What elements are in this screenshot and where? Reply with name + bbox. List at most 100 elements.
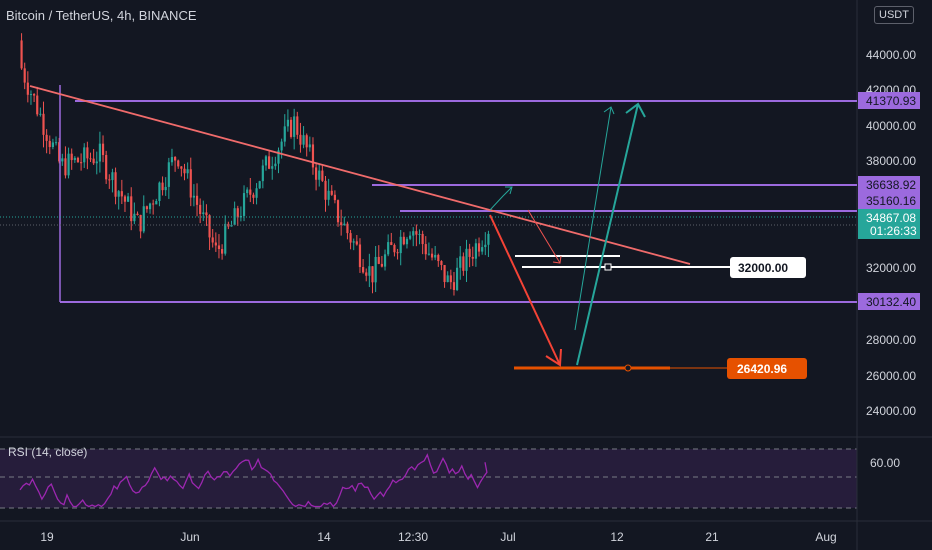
candle-body [355,241,358,245]
time-label: Jul [500,530,515,544]
candle-body [296,116,299,135]
price-tag-36638-text: 36638.92 [866,178,916,192]
candle-body [258,181,261,189]
candle-body [443,265,446,283]
candle-body [415,231,418,235]
candle-body [33,94,36,96]
candle-body [358,244,362,268]
candle-body [380,263,383,267]
candle-body [180,166,183,169]
candle-body [64,158,67,176]
candle-body [311,144,315,168]
candle-body [105,155,108,180]
candle-body [440,261,443,266]
rsi-line [19,453,488,508]
candle-body [424,244,427,255]
candle-body [484,244,487,248]
target-handle[interactable] [624,364,632,372]
candle-body [286,119,289,127]
candle-body [217,245,221,250]
candle-body [456,267,459,290]
candle-body [249,189,252,195]
candle-body [189,169,192,198]
candle-body [330,190,333,195]
candle-body [195,195,199,205]
candle-body [289,119,293,137]
price-axis[interactable]: 44000.00 42000.00 40000.00 38000.00 3200… [866,48,916,470]
candle-body [387,242,390,255]
rsi-legend[interactable]: RSI (14, close) [8,445,88,459]
small-breakout-arrowhead [505,186,513,195]
price-tag-30132-text: 30132.40 [866,295,916,309]
candle-body [318,170,321,180]
time-label: 12 [610,530,624,544]
candle-body [205,212,208,216]
candle-body [152,203,155,205]
candle-body [29,94,33,96]
label-26420-text: 26420.96 [737,362,787,376]
candle-body [283,126,286,142]
candle-body [487,233,490,245]
candle-body [45,134,48,141]
candle-body [89,158,92,160]
candle-body [73,157,76,161]
candle-body [164,186,167,191]
candle-body [327,190,330,200]
candle-body [174,157,177,161]
bullish-projection-arrow[interactable] [576,103,639,366]
label-32000-box[interactable] [730,257,806,278]
candle-body [333,194,336,201]
time-axis[interactable]: 19 Jun 14 12:30 Jul 12 21 Aug [40,530,836,544]
candle-body [321,170,324,181]
bearish-projection-arrow[interactable] [489,214,561,366]
candle-body [202,212,205,214]
candle-body [393,244,396,253]
candle-body [371,266,374,283]
candle-body [214,242,217,246]
candle-body [136,213,139,215]
candle-body [161,182,164,191]
descending-trendline[interactable] [29,85,691,265]
candle-body [293,116,296,137]
candle-body [471,256,474,259]
candle-body [449,275,452,283]
label-26420-box[interactable] [727,358,807,379]
candle-body [277,150,280,164]
candle-body [324,180,327,200]
candle-body [346,223,349,234]
bullish-projection-arrowhead [625,102,646,118]
price-tag-41370-text: 41370.93 [866,94,916,108]
time-label: 19 [40,530,54,544]
candle-body [221,249,224,254]
price-tag-36638 [858,176,920,193]
bearish-projection-arrowhead [545,348,562,367]
candle-body [230,224,233,227]
candle-body [61,158,64,162]
chart-title[interactable]: Bitcoin / TetherUS, 4h, BINANCE [6,8,197,23]
projection-handle[interactable] [604,263,612,271]
candle-body [477,243,481,252]
candle-body [474,243,477,259]
candle-body [51,142,54,148]
candle-body [23,68,26,83]
long-green-path[interactable] [574,106,612,331]
candle-body [255,188,258,198]
candle-body [368,266,371,276]
candle-body [274,163,277,167]
candle-body [390,242,393,245]
label-32000-text: 32000.00 [738,261,788,275]
candle-body [405,238,409,245]
small-pullback-arrow[interactable] [527,209,561,264]
time-label: 14 [317,530,331,544]
candle-body [224,223,227,254]
currency-button[interactable]: USDT [874,6,914,24]
candle-body [111,172,114,181]
small-breakout-arrow[interactable] [489,186,513,211]
candle-body [409,235,412,239]
candle-body [352,241,355,243]
candle-body [148,203,152,210]
time-label: 21 [705,530,719,544]
price-tick: 32000.00 [866,261,916,275]
long-green-path-arrowhead [603,106,615,115]
